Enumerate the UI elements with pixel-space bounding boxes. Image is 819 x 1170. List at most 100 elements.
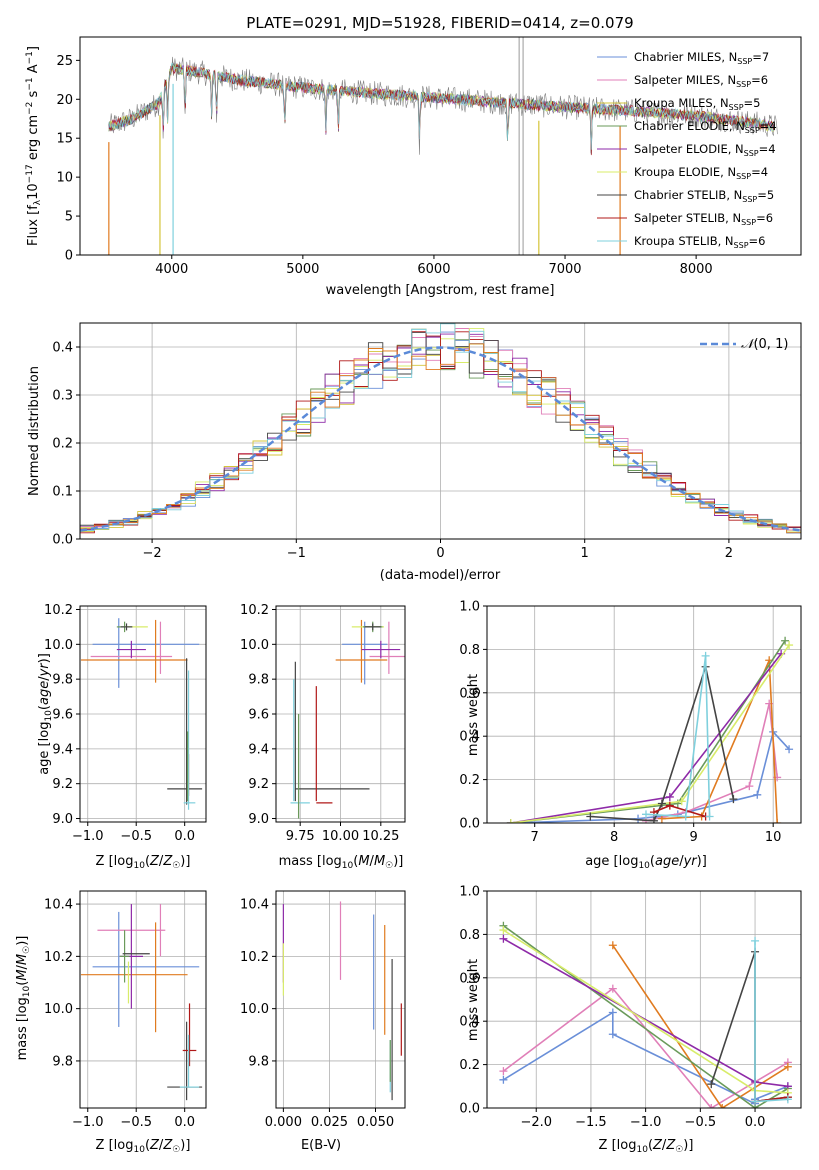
weight_vs_age-frame [486,605,802,824]
x-tick-label: −2 [143,546,162,561]
x-tick-label: −1.5 [575,1115,607,1130]
weight-marker [783,1095,792,1104]
weight-marker [785,641,794,650]
x-tick-label: 0.025 [311,1115,348,1130]
legend-label: Salpeter MILES, NSSP=6 [634,73,768,89]
weight-marker [634,814,643,823]
x-tick-label: −1 [287,546,306,561]
y-tick-label: 1.0 [459,885,480,900]
weight-marker [707,1080,716,1089]
residuals-legend: 𝒩(0, 1) [700,337,788,352]
spectrum-frame [79,36,802,256]
y-tick-label: 0.4 [459,1015,480,1030]
x-tick-label: 8 [610,830,618,845]
mass-vs-ebv-xlabel: E(B-V) [301,1138,341,1153]
y-tick-label: 9.4 [248,742,269,757]
mass-vs-Z-ylabel: mass [log10(M/M☉)] [15,936,32,1061]
age-vs-mass-xlabel: mass [log10(M/M☉)] [279,854,404,871]
x-tick-label: −2.0 [520,1115,552,1130]
x-tick-label: 0.0 [174,1115,195,1130]
legend-label: Chabrier STELIB, NSSP=5 [634,188,774,204]
age-vs-mass-panel: 9.75 10.00 10.25 9.0 9.2 9.4 9.6 9.8 10.0 10.2 [240,603,406,844]
weight-marker [751,936,760,945]
x-tick-label: 4000 [155,262,188,277]
y-tick-label: 9.2 [52,777,73,792]
x-tick-label: −0.5 [120,1115,152,1130]
weight-marker [783,1062,792,1071]
age_vs_mass-marks [290,619,405,819]
spectrum-xlabel: wavelength [Angstrom, rest frame] [326,283,555,298]
x-tick-label: −1.0 [72,829,104,844]
weight-marker [608,1030,617,1039]
y-tick-label: 1.0 [459,600,480,615]
y-tick-label: 10.2 [240,603,269,618]
weight-marker [718,1104,727,1108]
legend-label: Kroupa STELIB, NSSP=6 [634,234,765,250]
spectrum-plot-area: 4000 5000 6000 7000 8000 0 5 10 15 20 25 [56,36,802,277]
x-tick-label: 0.050 [357,1115,394,1130]
y-tick-label: 9.8 [248,1054,269,1069]
y-tick-label: 10.4 [44,898,73,913]
spectrum-ylabel: Flux [fλ10−17 erg cm−2 s−1 A−1] [25,46,43,246]
age-vs-Z-xlabel: Z [log10(Z/Z☉)] [96,854,191,871]
weight-marker [665,801,674,810]
residuals-panel: −2 −1 0 1 2 0.0 0.1 0.2 0.3 0.4 (data-model)/erro… [27,322,802,583]
age-vs-Z-panel: −1.0 −0.5 0.0 9.0 9.2 9.4 9.6 9.8 10.0 10.2 [44,603,207,844]
y-tick-label: 0 [65,249,73,264]
y-tick-label: 9.8 [52,673,73,688]
weight-marker [785,745,794,754]
legend-label: Salpeter STELIB, NSSP=6 [634,211,773,227]
x-tick-label: 9.75 [286,829,315,844]
model-spectrum-kroupa_stelib [108,62,776,150]
weight-line-chabrier_miles [502,1011,789,1105]
model-spectrum-salpeter_stelib [108,62,776,156]
legend-label: Chabrier ELODIE, NSSP=4 [634,119,777,135]
y-tick-label: 0.4 [459,730,480,745]
x-tick-label: −0.5 [685,1115,717,1130]
weight_vs_Z-frame [486,890,802,1109]
weight-marker [608,984,617,993]
weight-line-orange [661,659,778,823]
x-tick-label: −1.0 [72,1115,104,1130]
y-tick-label: 0.2 [459,1058,480,1073]
weight_vs_age-marks [506,636,794,823]
residuals-ylabel: Normed distribution [27,366,42,496]
x-tick-label: 10.25 [362,829,399,844]
y-tick-label: 0.8 [459,643,480,658]
x-tick-label: 8000 [680,262,713,277]
weight-marker [707,1104,716,1108]
weight-marker [499,1075,508,1084]
x-tick-label: 0.0 [174,829,195,844]
weight-vs-Z-xlabel: Z [log10(Z/Z☉)] [599,1138,694,1155]
weight-marker [705,812,714,821]
x-tick-label: −0.5 [120,829,152,844]
weight-marker [773,819,782,823]
legend-label: Chabrier MILES, NSSP=7 [634,50,769,66]
spectrum-legend: Chabrier MILES, NSSP=7 Salpeter MILES, NS… [597,50,777,250]
weight-vs-Z-panel: −2.0 −1.5 −1.0 −0.5 0.0 0.0 0.2 0.4 0.6 0.8 1.0 [459,885,802,1130]
weight-marker [499,926,508,935]
weight-line-orange [612,944,789,1108]
x-tick-label: 0.0 [745,1115,766,1130]
x-tick-label: 10 [765,830,782,845]
gaussian-legend-label: 𝒩(0, 1) [741,337,788,352]
y-tick-label: 10 [56,171,73,186]
mass-vs-Z-xlabel: Z [log10(Z/Z☉)] [96,1138,191,1155]
y-tick-label: 5 [65,210,73,225]
weight-marker [751,1097,760,1106]
age_vs_Z-marks [80,618,203,810]
spectrum-title: PLATE=0291, MJD=51928, FIBERID=0414, z=0… [246,14,633,32]
x-tick-label: 7000 [548,262,581,277]
mass_vs_Z-marks [80,904,203,1101]
y-tick-label: 9.4 [52,742,73,757]
weight-marker [753,790,762,799]
weight-marker [499,1067,508,1076]
y-tick-label: 25 [56,54,73,69]
x-tick-label: 9 [690,830,698,845]
y-tick-label: 0.6 [459,971,480,986]
weight-marker [677,797,686,806]
y-tick-label: 15 [56,132,73,147]
residuals-marks [80,323,801,534]
legend-label: Kroupa MILES, NSSP=5 [634,96,760,112]
